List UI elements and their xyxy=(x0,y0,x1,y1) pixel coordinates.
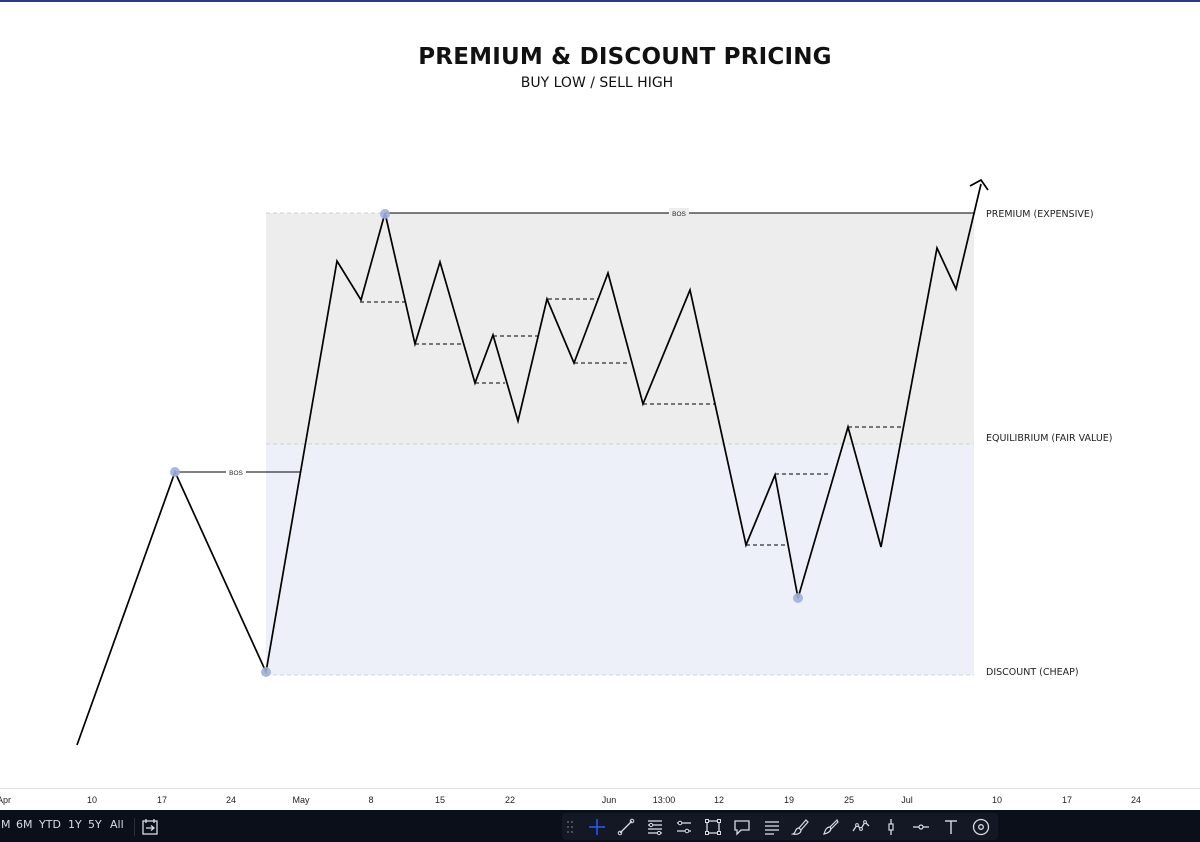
x-tick: 19 xyxy=(783,795,795,805)
chart-canvas[interactable]: PREMIUM (EXPENSIVE) EQUILIBRIUM (FAIR VA… xyxy=(0,0,1200,788)
text-notes-icon[interactable] xyxy=(761,816,783,838)
structure-levels xyxy=(360,298,904,546)
x-tick: 8 xyxy=(368,795,374,805)
premium-zone xyxy=(266,213,974,444)
swing-point[interactable] xyxy=(793,593,803,603)
pitchfork-icon[interactable] xyxy=(673,816,695,838)
x-tick: 12 xyxy=(713,795,725,805)
bos-label-low: BOS xyxy=(229,470,243,477)
range-button-all[interactable]: All xyxy=(110,818,124,831)
x-tick: Jul xyxy=(901,795,913,805)
x-tick: 10 xyxy=(86,795,98,805)
x-tick: 13:00 xyxy=(652,795,676,805)
text-icon[interactable] xyxy=(940,816,962,838)
x-tick: 17 xyxy=(156,795,168,805)
chart-subtitle: BUY LOW / SELL HIGH xyxy=(520,75,674,91)
bottom-toolbar: 1M 6M YTD 1Y 5Y All xyxy=(0,810,1200,842)
drag-handle-icon[interactable] xyxy=(566,820,574,834)
x-tick: 10 xyxy=(991,795,1003,805)
x-tick: May xyxy=(292,795,310,805)
eye-icon[interactable] xyxy=(970,816,992,838)
path-icon[interactable] xyxy=(820,816,842,838)
range-button-1m[interactable]: 1M xyxy=(0,818,11,831)
bos-label-bg xyxy=(226,467,246,477)
premium-label: PREMIUM (EXPENSIVE) xyxy=(986,209,1094,220)
fib-retracement-icon[interactable] xyxy=(644,816,666,838)
bos-label-high: BOS xyxy=(672,211,686,218)
x-tick: Jun xyxy=(601,795,617,805)
range-button-1y[interactable]: 1Y xyxy=(68,818,82,831)
rectangle-icon[interactable] xyxy=(702,816,724,838)
x-tick: Apr xyxy=(0,795,12,805)
ruler-icon[interactable] xyxy=(910,816,932,838)
x-tick: 25 xyxy=(843,795,855,805)
toolbar-separator xyxy=(134,818,135,836)
discount-label: DISCOUNT (CHEAP) xyxy=(986,667,1079,678)
range-button-6m[interactable]: 6M xyxy=(16,818,33,831)
x-tick: 24 xyxy=(225,795,237,805)
arrow-head xyxy=(969,178,989,191)
date-range-icon[interactable] xyxy=(139,816,161,838)
time-axis[interactable]: Apr 10 17 24 May 8 15 22 Jun 13:00 12 19… xyxy=(0,788,1200,811)
pattern-icon[interactable] xyxy=(850,816,872,838)
callout-icon[interactable] xyxy=(731,816,753,838)
x-tick: 24 xyxy=(1130,795,1142,805)
window-top-border xyxy=(0,0,1200,2)
x-tick: 17 xyxy=(1061,795,1073,805)
range-button-ytd[interactable]: YTD xyxy=(39,818,61,831)
swing-point[interactable] xyxy=(380,209,390,219)
swing-point[interactable] xyxy=(261,667,271,677)
x-tick: 15 xyxy=(434,795,446,805)
chart-title: PREMIUM & DISCOUNT PRICING xyxy=(418,44,832,70)
trend-line-icon[interactable] xyxy=(615,816,637,838)
x-tick: 22 xyxy=(504,795,516,805)
bos-label-bg xyxy=(669,208,689,218)
price-range-icon[interactable] xyxy=(880,816,902,838)
equilibrium-label: EQUILIBRIUM (FAIR VALUE) xyxy=(986,433,1113,444)
discount-zone xyxy=(266,444,974,675)
price-path xyxy=(76,183,982,746)
swing-point[interactable] xyxy=(170,467,180,477)
range-button-5y[interactable]: 5Y xyxy=(88,818,102,831)
brush-icon[interactable] xyxy=(790,816,812,838)
crosshair-icon[interactable] xyxy=(586,816,608,838)
